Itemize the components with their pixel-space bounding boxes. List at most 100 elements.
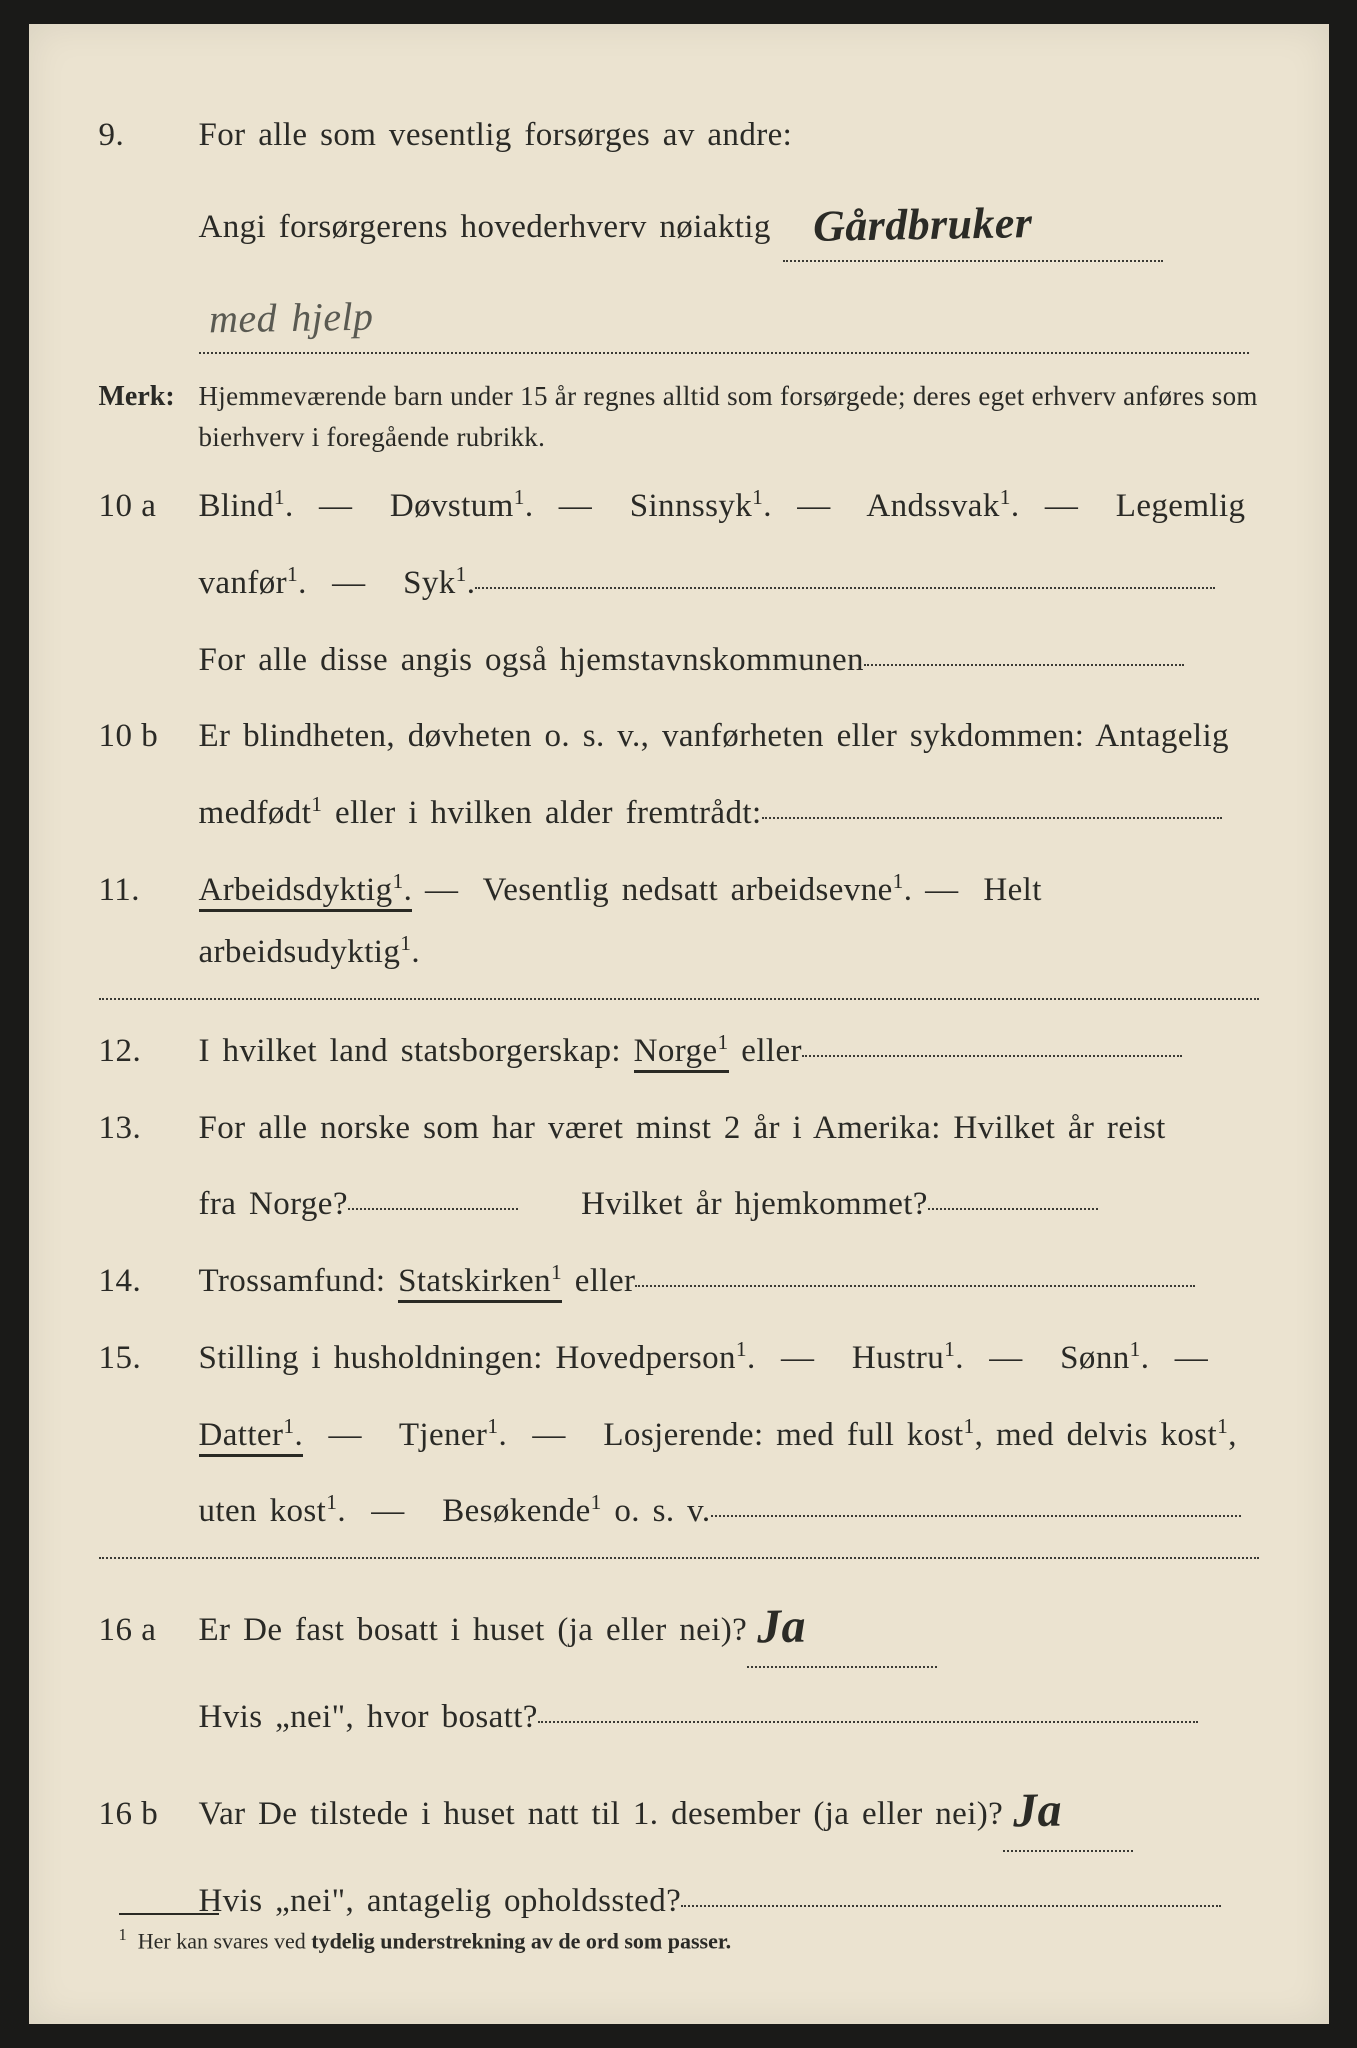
q14-body: Trossamfund: Statskirken1 eller bbox=[199, 1250, 1259, 1313]
q10b-number: 10 b bbox=[99, 705, 199, 768]
opt-andssvak: Andssvak bbox=[866, 488, 999, 524]
q11-opts: Arbeidsdyktig1. — Vesentlig nedsatt arbe… bbox=[199, 859, 1259, 984]
q16a-line2: Hvis „nei", hvor bosatt? bbox=[199, 1686, 1259, 1749]
q13-hjem: Hvilket år hjemkommet? bbox=[581, 1186, 928, 1222]
merk-label: Merk: bbox=[99, 376, 199, 418]
opt-sonn: Sønn bbox=[1060, 1340, 1129, 1376]
q12-body: I hvilket land statsborgerskap: Norge1 e… bbox=[199, 1020, 1259, 1083]
q15-blank bbox=[711, 1515, 1241, 1517]
q16a-number: 16 a bbox=[99, 1599, 199, 1662]
q16a-q: Er De fast bosatt i huset (ja eller nei)… bbox=[199, 1612, 748, 1648]
q15-datter-selected: Datter1. bbox=[199, 1417, 304, 1457]
q10a-blank1 bbox=[475, 587, 1215, 589]
q11-row: 11. Arbeidsdyktig1. — Vesentlig nedsatt … bbox=[99, 859, 1259, 984]
q13-line1: 13. For alle norske som har været minst … bbox=[99, 1097, 1259, 1160]
q15-losj1: Losjerende: med full kost bbox=[603, 1417, 963, 1453]
q15-utenkost: uten kost bbox=[199, 1493, 327, 1529]
q11-opt2: Vesentlig nedsatt arbeidsevne bbox=[483, 872, 893, 908]
q14-pre: Trossamfund: bbox=[199, 1263, 399, 1299]
q15-body1: Stilling i husholdningen: Hovedperson1. … bbox=[199, 1327, 1259, 1390]
q14-opt-selected: Statskirken1 bbox=[398, 1263, 562, 1303]
q12-blank bbox=[802, 1055, 1182, 1057]
q16b-line1: 16 b Var De tilstede i huset natt til 1.… bbox=[99, 1763, 1259, 1856]
q16b-blank2 bbox=[681, 1905, 1221, 1907]
q10a-line3: For alle disse angis også hjemstavnskomm… bbox=[199, 629, 1259, 692]
opt-blind: Blind bbox=[199, 488, 274, 524]
q15-besok: Besøkende bbox=[442, 1493, 590, 1529]
opt-sinnssyk: Sinnssyk bbox=[630, 488, 752, 524]
q9-number: 9. bbox=[99, 104, 199, 167]
q16b-number: 16 b bbox=[99, 1783, 199, 1846]
q13-text1: For alle norske som har været minst 2 år… bbox=[199, 1097, 1259, 1160]
q15-line3: uten kost1. — Besøkende1 o. s. v. bbox=[199, 1480, 1259, 1543]
q10b-line2: medfødt1 eller i hvilken alder fremtrådt… bbox=[199, 782, 1259, 845]
q10a-blank2 bbox=[864, 664, 1184, 666]
q13-line2: fra Norge? Hvilket år hjemkommet? bbox=[199, 1173, 1259, 1236]
q12-post: eller bbox=[729, 1033, 802, 1069]
opt-hovedperson: Hovedperson bbox=[556, 1340, 736, 1376]
q16a-blank1: Ja bbox=[747, 1575, 937, 1668]
q9-line1: 9. For alle som vesentlig forsørges av a… bbox=[99, 104, 1259, 167]
q11-opt1-selected: Arbeidsdyktig1. bbox=[199, 872, 413, 912]
opt-legemlig: Legemlig bbox=[1116, 488, 1246, 524]
q14-blank bbox=[635, 1285, 1195, 1287]
q16b-q: Var De tilstede i huset natt til 1. dese… bbox=[199, 1796, 1004, 1832]
q16a-body: Er De fast bosatt i huset (ja eller nei)… bbox=[199, 1579, 1259, 1672]
footnote-bold: tydelig understrekning av de ord som pas… bbox=[311, 1928, 731, 1953]
q10b-line1: 10 b Er blindheten, døvheten o. s. v., v… bbox=[99, 705, 1259, 768]
q12-pre: I hvilket land statsborgerskap: bbox=[199, 1033, 634, 1069]
q9-text1: For alle som vesentlig forsørges av andr… bbox=[199, 104, 1259, 167]
q10b-blank bbox=[762, 817, 1222, 819]
q9-blank2: med hjelp bbox=[199, 276, 1249, 354]
opt-dovstum: Døvstum bbox=[390, 488, 514, 524]
q14-number: 14. bbox=[99, 1250, 199, 1313]
q16b-blank1: Ja bbox=[1003, 1759, 1133, 1852]
q16a-line1: 16 a Er De fast bosatt i huset (ja eller… bbox=[99, 1579, 1259, 1672]
q10b-post: eller i hvilken alder fremtrådt: bbox=[322, 795, 761, 831]
opt-vanfor: vanfør bbox=[199, 565, 288, 601]
q16a-nei: Hvis „nei", hvor bosatt? bbox=[199, 1699, 538, 1735]
merk-row: Merk: Hjemmeværende barn under 15 år reg… bbox=[99, 376, 1259, 457]
q14-row: 14. Trossamfund: Statskirken1 eller bbox=[99, 1250, 1259, 1313]
q10a-opts1: Blind1. — Døvstum1. — Sinnssyk1. — Andss… bbox=[199, 475, 1259, 538]
q9-line2: Angi forsørgerens hovederhverv nøiaktig … bbox=[199, 181, 1259, 267]
q13-blank2 bbox=[928, 1208, 1098, 1210]
q9-line3: med hjelp bbox=[199, 280, 1259, 358]
q14-post: eller bbox=[562, 1263, 635, 1299]
q9-hand2: med hjelp bbox=[208, 279, 374, 358]
q16a-blank2 bbox=[538, 1721, 1198, 1723]
footnote: 1 Her kan svares ved tydelig understrekn… bbox=[119, 1913, 1259, 1954]
q13-blank1 bbox=[348, 1208, 518, 1210]
q10b-medfodt: medfødt bbox=[199, 795, 312, 831]
divider-after-15 bbox=[99, 1557, 1259, 1559]
divider-after-11 bbox=[99, 998, 1259, 1000]
q12-opt-selected: Norge1 bbox=[634, 1033, 729, 1073]
q15-pre: Stilling i husholdningen: bbox=[199, 1340, 556, 1376]
q16a-answer: Ja bbox=[757, 1580, 807, 1672]
q10a-line1: 10 a Blind1. — Døvstum1. — Sinnssyk1. — … bbox=[99, 475, 1259, 538]
q10b-text1: Er blindheten, døvheten o. s. v., vanfør… bbox=[199, 705, 1259, 768]
q10a-line2: vanfør1. — Syk1. bbox=[199, 552, 1259, 615]
footnote-marker: 1 bbox=[119, 1925, 127, 1944]
q12-row: 12. I hvilket land statsborgerskap: Norg… bbox=[99, 1020, 1259, 1083]
opt-syk: Syk bbox=[403, 565, 456, 601]
q13-fra: fra Norge? bbox=[199, 1186, 348, 1222]
document-page: 9. For alle som vesentlig forsørges av a… bbox=[29, 24, 1329, 2024]
q15-line1: 15. Stilling i husholdningen: Hovedperso… bbox=[99, 1327, 1259, 1390]
q13-number: 13. bbox=[99, 1097, 199, 1160]
q16b-body: Var De tilstede i huset natt til 1. dese… bbox=[199, 1763, 1259, 1856]
q15-losj2: , med delvis kost bbox=[975, 1417, 1217, 1453]
q10a-text3: For alle disse angis også hjemstavnskomm… bbox=[199, 642, 864, 678]
footnote-rule bbox=[119, 1913, 219, 1915]
opt-hustru: Hustru bbox=[852, 1340, 944, 1376]
q10a-number: 10 a bbox=[99, 475, 199, 538]
q15-number: 15. bbox=[99, 1327, 199, 1390]
footnote-pre: Her kan svares ved bbox=[138, 1928, 312, 1953]
q15-osv: o. s. v. bbox=[602, 1493, 711, 1529]
q16b-answer: Ja bbox=[1013, 1764, 1063, 1856]
q9-text2: Angi forsørgerens hovederhverv nøiaktig bbox=[199, 209, 771, 245]
opt-tjener: Tjener bbox=[399, 1417, 488, 1453]
q9-blank1: Gårdbruker bbox=[783, 177, 1163, 263]
q15-line2: Datter1. — Tjener1. — Losjerende: med fu… bbox=[199, 1404, 1259, 1467]
q12-number: 12. bbox=[99, 1020, 199, 1083]
